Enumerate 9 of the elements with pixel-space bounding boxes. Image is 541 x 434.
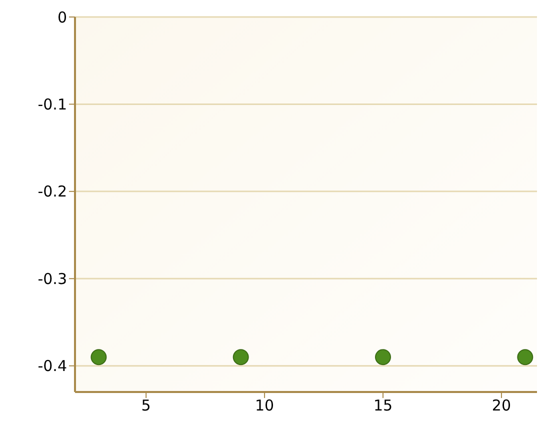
y-tick-label: -0.1 xyxy=(38,96,67,114)
x-tick-label: 20 xyxy=(492,396,512,415)
x-tick-label: 10 xyxy=(254,396,274,415)
y-tick-label: -0.2 xyxy=(38,182,67,201)
y-tick-label: 0 xyxy=(57,8,67,26)
x-tick-label: 5 xyxy=(141,396,151,415)
y-tick-label: -0.3 xyxy=(38,270,67,288)
y-tick-label: -0.4 xyxy=(38,357,67,376)
x-tick-label: 15 xyxy=(373,396,393,415)
